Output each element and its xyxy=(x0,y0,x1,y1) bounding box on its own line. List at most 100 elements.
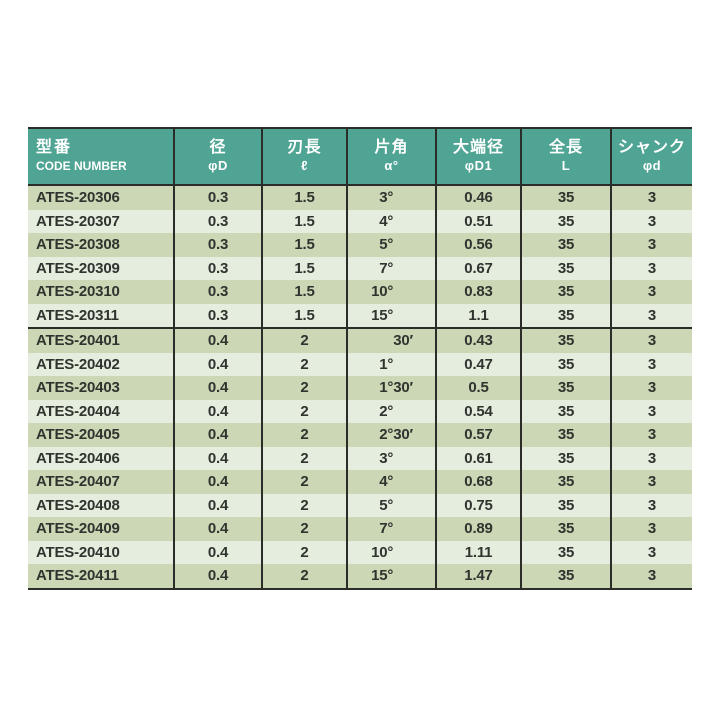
cell-overall-length: 35 xyxy=(520,493,610,517)
table-row: ATES-20407 0.4 2 4° 0.68 35 3 xyxy=(28,470,692,494)
cell-shank-diameter: 3 xyxy=(610,540,692,564)
header-label-jp: 型番 xyxy=(36,139,73,157)
cell-large-end-diameter: 1.47 xyxy=(435,564,520,588)
table-row: ATES-20308 0.3 1.5 5° 0.56 35 3 xyxy=(28,233,692,257)
cell-diameter: 0.3 xyxy=(173,186,261,210)
cell-code-number: ATES-20406 xyxy=(36,449,120,467)
header-flute-length: 刃長 ℓ xyxy=(261,129,346,184)
cell-shank-diameter: 3 xyxy=(610,446,692,470)
cell-code-number: ATES-20402 xyxy=(36,355,120,373)
cell-half-angle: 7° xyxy=(346,256,435,280)
cell-large-end-diameter: 0.5 xyxy=(435,376,520,400)
cell-code-number: ATES-20307 xyxy=(36,212,120,230)
cell-diameter: 0.4 xyxy=(173,517,261,541)
table-row: ATES-20404 0.4 2 2° 0.54 35 3 xyxy=(28,399,692,423)
cell-shank-diameter: 3 xyxy=(610,564,692,588)
cell-code-number: ATES-20309 xyxy=(36,259,120,277)
cell-shank-diameter: 3 xyxy=(610,256,692,280)
header-label-sub: φD xyxy=(208,158,228,174)
cell-code-number: ATES-20410 xyxy=(36,543,120,561)
cell-half-angle: 10° xyxy=(346,540,435,564)
cell-shank-diameter: 3 xyxy=(610,233,692,257)
cell-half-angle: 2° xyxy=(346,399,435,423)
cell-overall-length: 35 xyxy=(520,564,610,588)
cell-diameter: 0.4 xyxy=(173,399,261,423)
cell-diameter: 0.4 xyxy=(173,423,261,447)
table-row: ATES-20409 0.4 2 7° 0.89 35 3 xyxy=(28,517,692,541)
cell-shank-diameter: 3 xyxy=(610,376,692,400)
cell-half-angle: 15° xyxy=(346,303,435,327)
cell-overall-length: 35 xyxy=(520,399,610,423)
cell-half-angle: 7° xyxy=(346,517,435,541)
cell-large-end-diameter: 0.68 xyxy=(435,470,520,494)
header-label-jp: 刃長 xyxy=(287,138,322,156)
header-large-end-diameter: 大端径 φD1 xyxy=(435,129,520,184)
cell-flute-length: 1.5 xyxy=(261,256,346,280)
cell-overall-length: 35 xyxy=(520,446,610,470)
cell-diameter: 0.4 xyxy=(173,446,261,470)
cell-flute-length: 1.5 xyxy=(261,303,346,327)
cell-half-angle: 5° xyxy=(346,233,435,257)
cell-half-angle: 2° 30′ xyxy=(346,423,435,447)
header-label-sub: L xyxy=(561,158,571,174)
cell-overall-length: 35 xyxy=(520,423,610,447)
cell-large-end-diameter: 0.89 xyxy=(435,517,520,541)
cell-shank-diameter: 3 xyxy=(610,399,692,423)
table-row: ATES-20403 0.4 2 1° 30′ 0.5 35 3 xyxy=(28,376,692,400)
cell-half-angle: 3° xyxy=(346,446,435,470)
cell-flute-length: 1.5 xyxy=(261,280,346,304)
cell-diameter: 0.4 xyxy=(173,493,261,517)
cell-shank-diameter: 3 xyxy=(610,470,692,494)
header-code-number: 型番 CODE NUMBER xyxy=(28,129,173,184)
cell-flute-length: 2 xyxy=(261,423,346,447)
cell-overall-length: 35 xyxy=(520,280,610,304)
header-overall-length: 全長 L xyxy=(520,129,610,184)
cell-half-angle: 4° xyxy=(346,470,435,494)
cell-overall-length: 35 xyxy=(520,209,610,233)
cell-large-end-diameter: 0.46 xyxy=(435,186,520,210)
header-label-sub: φD1 xyxy=(464,158,493,174)
cell-shank-diameter: 3 xyxy=(610,303,692,327)
header-label-jp: 径 xyxy=(209,138,227,156)
cell-overall-length: 35 xyxy=(520,470,610,494)
cell-half-angle: 30′ xyxy=(346,329,435,353)
cell-flute-length: 2 xyxy=(261,376,346,400)
cell-large-end-diameter: 0.47 xyxy=(435,352,520,376)
cell-half-angle: 1° xyxy=(346,352,435,376)
cell-diameter: 0.4 xyxy=(173,470,261,494)
cell-overall-length: 35 xyxy=(520,186,610,210)
cell-code-number: ATES-20311 xyxy=(36,306,119,324)
table-row: ATES-20311 0.3 1.5 15° 1.1 35 3 xyxy=(28,303,692,327)
cell-code-number: ATES-20404 xyxy=(36,402,120,420)
cell-overall-length: 35 xyxy=(520,540,610,564)
header-label-jp: シャンク xyxy=(617,138,686,156)
header-label-sub: CODE NUMBER xyxy=(36,158,127,173)
header-label-jp: 片角 xyxy=(374,138,409,156)
header-half-angle: 片角 α° xyxy=(346,129,435,184)
table-row: ATES-20411 0.4 2 15° 1.47 35 3 xyxy=(28,564,692,588)
cell-diameter: 0.4 xyxy=(173,564,261,588)
table-row: ATES-20410 0.4 2 10° 1.11 35 3 xyxy=(28,540,692,564)
cell-diameter: 0.3 xyxy=(173,256,261,280)
cell-half-angle: 5° xyxy=(346,493,435,517)
cell-flute-length: 2 xyxy=(261,564,346,588)
cell-diameter: 0.3 xyxy=(173,303,261,327)
cell-flute-length: 2 xyxy=(261,352,346,376)
cell-large-end-diameter: 0.54 xyxy=(435,399,520,423)
cell-shank-diameter: 3 xyxy=(610,329,692,353)
header-shank-diameter: シャンク φd xyxy=(610,129,692,184)
cell-overall-length: 35 xyxy=(520,329,610,353)
cell-shank-diameter: 3 xyxy=(610,280,692,304)
cell-large-end-diameter: 0.83 xyxy=(435,280,520,304)
cell-flute-length: 1.5 xyxy=(261,186,346,210)
cell-diameter: 0.4 xyxy=(173,376,261,400)
cell-code-number: ATES-20310 xyxy=(36,283,120,301)
product-spec-table: 型番 CODE NUMBER 径 φD 刃長 ℓ 片角 α° 大端径 φD1 全… xyxy=(28,127,692,590)
cell-shank-diameter: 3 xyxy=(610,209,692,233)
cell-shank-diameter: 3 xyxy=(610,423,692,447)
header-diameter: 径 φD xyxy=(173,129,261,184)
cell-large-end-diameter: 0.75 xyxy=(435,493,520,517)
cell-code-number: ATES-20308 xyxy=(36,236,120,254)
cell-flute-length: 2 xyxy=(261,493,346,517)
table-body: ATES-20306 0.3 1.5 3° 0.46 35 3 ATES-203… xyxy=(28,186,692,588)
